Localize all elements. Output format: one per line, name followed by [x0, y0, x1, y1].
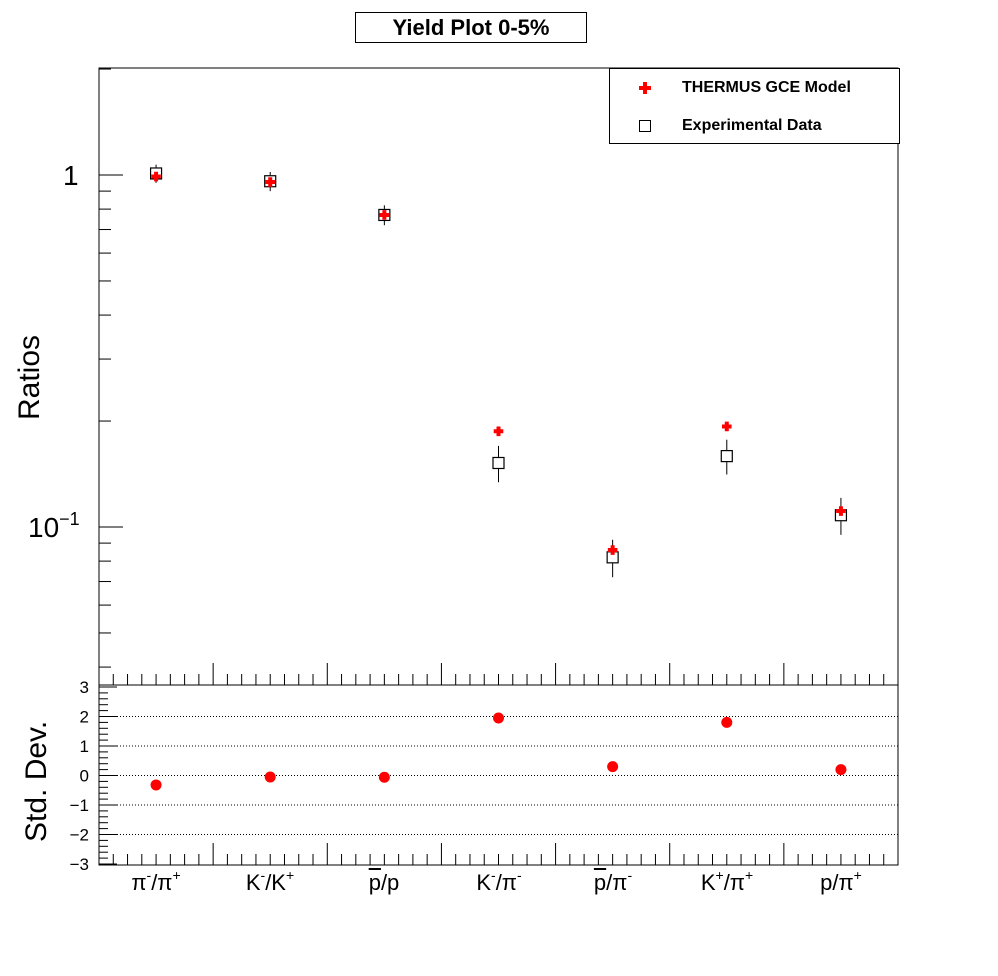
red-cross-icon: [638, 81, 652, 95]
category-label-km-kp: K-/K+: [245, 867, 295, 895]
model-point-cross: [493, 426, 504, 437]
model-point-cross: [379, 210, 390, 220]
y-tick-label-0.1: 10−1: [28, 509, 80, 544]
y-tick-label: 3: [80, 678, 89, 697]
std-dev-point: [493, 712, 504, 724]
y-axis-label-std-dev: Std. Dev.: [20, 720, 53, 842]
ratio-panel: [98, 67, 899, 686]
std-dev-panel: −3 −2 −1 0 1 2 3: [70, 678, 899, 874]
std-dev-point: [264, 771, 276, 783]
model-point-cross: [721, 421, 732, 432]
legend-label-data: Experimental Data: [682, 117, 822, 134]
model-point-cross: [151, 171, 161, 182]
chart-title: Yield Plot 0-5%: [355, 12, 587, 43]
data-point-square: [378, 208, 391, 222]
y-tick-label: 0: [80, 767, 89, 786]
category-label-kp-pip: K+/π+: [700, 867, 754, 895]
category-label-pim-pip: π-/π+: [131, 867, 181, 895]
tick-exponent: −1: [59, 509, 80, 529]
y-tick-label-1: 1: [63, 160, 79, 191]
open-square-icon: [638, 119, 652, 133]
y-tick-label: −2: [70, 826, 89, 845]
category-label-p-pip: p/π+: [820, 867, 862, 895]
legend-label-model: THERMUS GCE Model: [682, 79, 851, 96]
model-point-cross: [265, 177, 276, 187]
ratio-frame: [98, 67, 899, 686]
model-point-cross: [836, 506, 846, 516]
y-axis-label-ratios: Ratios: [13, 334, 46, 420]
y-tick-label: 1: [80, 737, 89, 756]
std-dev-point: [378, 771, 390, 783]
y-tick-label: 2: [80, 708, 89, 727]
std-dev-point: [607, 761, 619, 773]
category-label-pbar-pim: p/π-: [593, 867, 633, 895]
tick-base: 10: [28, 512, 60, 543]
model-point-cross: [607, 545, 618, 555]
std-dev-point: [835, 764, 847, 776]
category-label-pbar-p: p/p: [368, 870, 400, 895]
y-tick-label: −3: [70, 855, 89, 874]
y-tick-label: −1: [70, 796, 89, 815]
legend: THERMUS GCE Model Experimental Data: [609, 68, 900, 144]
data-point-square: [720, 450, 733, 463]
category-label-km-pim: K-/π-: [476, 867, 522, 895]
std-dev-point: [721, 716, 733, 728]
legend-item-model: THERMUS GCE Model: [610, 78, 851, 98]
std-dev-point: [150, 779, 162, 791]
data-point-square: [492, 456, 505, 470]
legend-item-data: Experimental Data: [610, 116, 822, 136]
